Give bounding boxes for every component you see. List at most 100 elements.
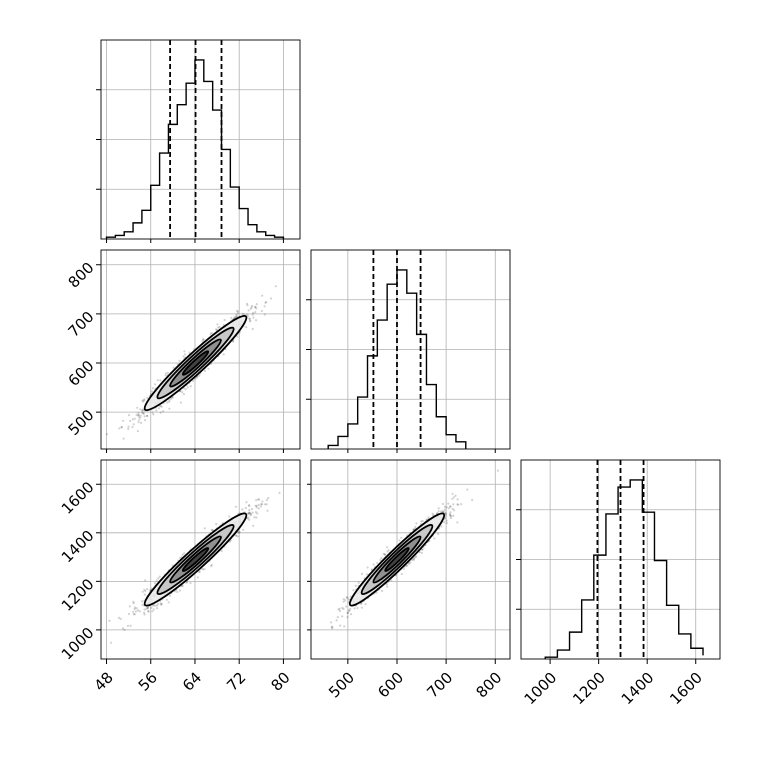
scatter-point [143, 593, 146, 596]
scatter-point [168, 400, 171, 403]
scatter-point [352, 589, 355, 592]
scatter-point [159, 602, 162, 605]
scatter-point [133, 607, 136, 611]
scatter-point [132, 423, 135, 426]
scatter-point [139, 416, 142, 419]
scatter-point [346, 596, 349, 599]
scatter-point [133, 613, 136, 616]
scatter-point [142, 400, 145, 403]
scatter-point [255, 499, 258, 502]
scatter-point [136, 406, 139, 409]
scatter-point [141, 603, 144, 607]
scatter-point [420, 551, 423, 555]
scatter-point [254, 305, 257, 309]
scatter-point [364, 603, 367, 606]
scatter-point [420, 520, 423, 523]
density-content [101, 460, 300, 659]
scatter-point [138, 610, 141, 613]
scatter-point [257, 503, 260, 507]
scatter-point [261, 503, 264, 506]
scatter-point [146, 414, 149, 417]
panel-frame [310, 459, 511, 660]
x-tick-label: 56 [135, 669, 161, 695]
x-tick-label: 800 [473, 669, 506, 702]
scatter-point [178, 359, 181, 362]
scatter-point [451, 507, 454, 511]
scatter-point [412, 557, 415, 561]
scatter-point [136, 430, 139, 433]
scatter-point [132, 600, 135, 603]
scatter-point [345, 596, 348, 599]
scatter-point [160, 602, 163, 606]
scatter-point [141, 600, 144, 603]
contour-line [169, 338, 222, 388]
scatter-point [250, 513, 253, 516]
scatter-point [258, 498, 261, 501]
scatter-point [385, 583, 388, 586]
scatter-point [141, 411, 144, 414]
scatter-point [234, 534, 237, 537]
x-tick-label: 80 [267, 669, 293, 695]
scatter-point [136, 609, 139, 612]
scatter-point [356, 606, 359, 610]
scatter-point [447, 502, 450, 505]
scatter-point [182, 355, 185, 358]
scatter-point [202, 338, 205, 341]
scatter-point [139, 408, 142, 411]
scatter-point [118, 427, 121, 430]
scatter-point [444, 514, 447, 517]
scatter-point [451, 497, 454, 500]
density-panel-p0-p2 [100, 459, 301, 660]
scatter-point [146, 587, 149, 591]
scatter-point [159, 405, 162, 408]
scatter-point [196, 376, 199, 379]
scatter-point [210, 563, 213, 567]
density-level-fill [182, 351, 209, 375]
contour-line [360, 524, 434, 595]
scatter-point [110, 641, 113, 644]
scatter-point [126, 624, 130, 628]
scatter-point [164, 374, 167, 377]
scatter-point [223, 318, 226, 322]
scatter-point [143, 398, 146, 401]
y-tick-label: 1000 [58, 624, 98, 664]
panel-frame [310, 249, 511, 450]
scatter-point [248, 317, 251, 320]
scatter-point [407, 562, 410, 566]
scatter-point [380, 557, 383, 560]
scatter-point [143, 613, 146, 616]
panel-frame [520, 459, 721, 660]
scatter-point [387, 549, 390, 552]
x-tick-label: 600 [374, 669, 407, 702]
scatter-point [134, 606, 137, 609]
scatter-point [235, 309, 239, 312]
scatter-point [127, 414, 131, 417]
scatter-point [105, 433, 109, 436]
scatter-point [263, 305, 266, 308]
scatter-point [255, 303, 258, 306]
x-tick-label: 72 [223, 669, 249, 695]
scatter-point [216, 323, 219, 326]
scatter-point [120, 426, 123, 429]
scatter-point [265, 503, 268, 506]
scatter-point [143, 608, 146, 611]
scatter-point [119, 617, 122, 621]
scatter-point [357, 581, 360, 584]
scatter-point [165, 598, 168, 601]
scatter-point [442, 510, 445, 513]
scatter-point [248, 512, 252, 515]
scatter-point [249, 514, 252, 517]
scatter-point [244, 506, 247, 510]
scatter-point [386, 550, 389, 553]
scatter-point [183, 552, 186, 555]
scatter-point [166, 371, 169, 374]
scatter-point [147, 610, 150, 613]
contour-line [169, 535, 222, 584]
scatter-point [331, 626, 334, 629]
scatter-point [146, 606, 149, 610]
scatter-point [245, 302, 249, 305]
scatter-point [168, 407, 171, 410]
scatter-point [134, 610, 137, 613]
density-panel-p1-p2 [310, 459, 511, 660]
